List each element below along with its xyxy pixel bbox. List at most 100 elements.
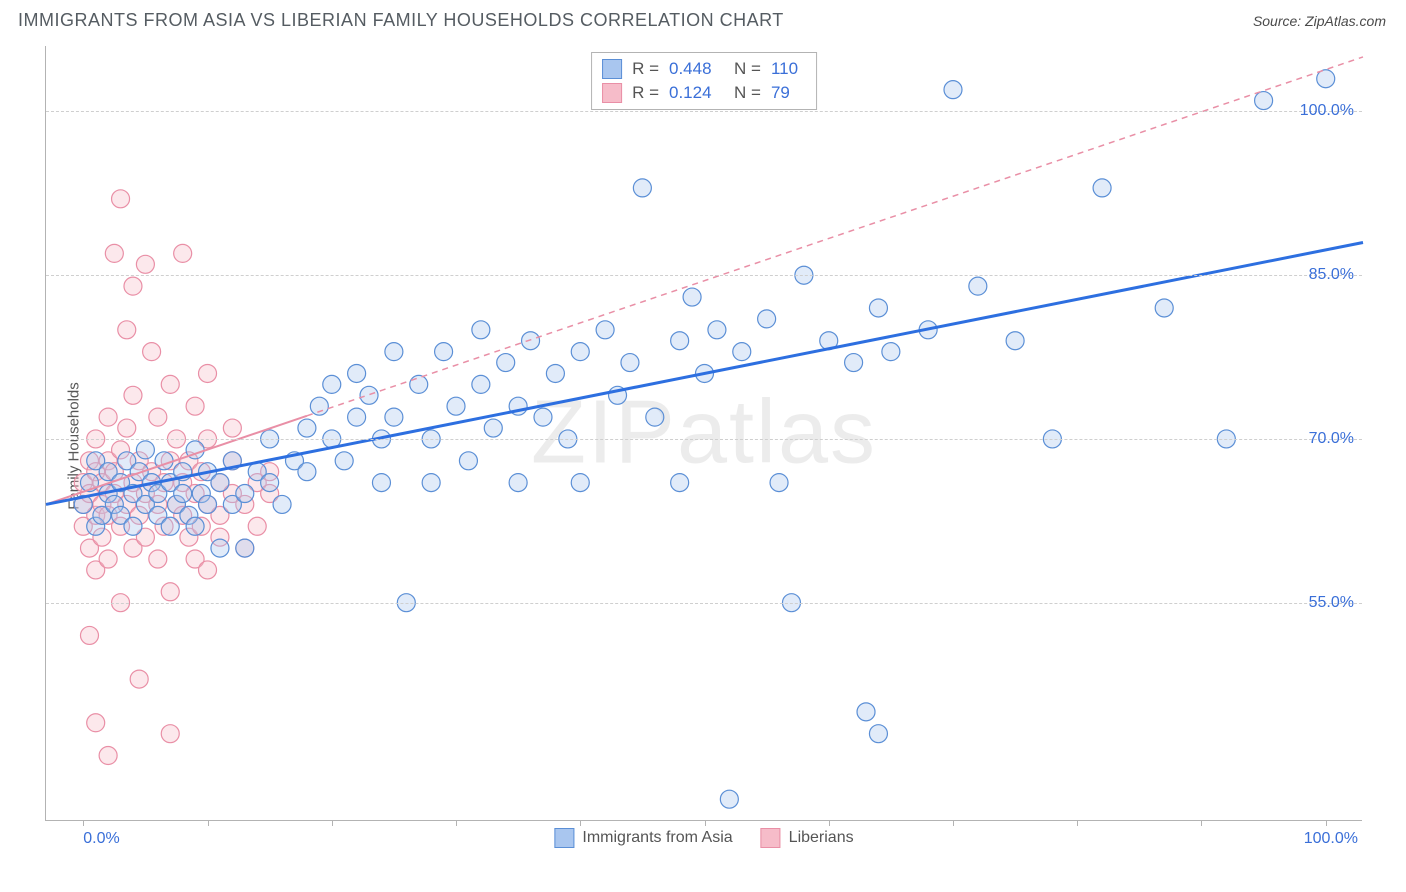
scatter-point-liberians [99,408,117,426]
scatter-point-asia [385,408,403,426]
scatter-point-asia [199,495,217,513]
scatter-point-asia [571,474,589,492]
scatter-point-asia [310,397,328,415]
x-tick [332,820,333,826]
scatter-point-asia [571,343,589,361]
scatter-point-asia [323,375,341,393]
scatter-point-asia [497,354,515,372]
legend-swatch [554,828,574,848]
scatter-point-liberians [248,517,266,535]
scatter-point-asia [136,441,154,459]
scatter-point-asia [708,321,726,339]
r-label: R = [632,81,659,105]
chart-plot-area: ZIPatlas R =0.448N =110R =0.124N =79 Imm… [45,46,1362,821]
scatter-point-liberians [99,747,117,765]
scatter-point-asia [522,332,540,350]
scatter-point-liberians [199,561,217,579]
scatter-point-liberians [161,375,179,393]
gridline [46,439,1362,440]
x-tick [456,820,457,826]
scatter-point-asia [1255,92,1273,110]
gridline [46,111,1362,112]
scatter-point-asia [720,790,738,808]
scatter-point-asia [633,179,651,197]
scatter-point-asia [273,495,291,513]
scatter-point-asia [484,419,502,437]
chart-title: IMMIGRANTS FROM ASIA VS LIBERIAN FAMILY … [18,10,784,31]
scatter-point-asia [335,452,353,470]
x-tick [1326,820,1327,826]
scatter-point-asia [211,474,229,492]
x-tick [580,820,581,826]
n-value: 110 [771,57,806,81]
scatter-point-asia [1006,332,1024,350]
scatter-point-asia [435,343,453,361]
scatter-point-asia [1155,299,1173,317]
legend-stat-row: R =0.448N =110 [602,57,806,81]
legend-swatch [602,59,622,79]
x-tick [1201,820,1202,826]
r-value: 0.448 [669,57,724,81]
scatter-point-liberians [161,583,179,601]
scatter-point-asia [944,81,962,99]
source-attribution: Source: ZipAtlas.com [1253,13,1386,29]
scatter-point-liberians [112,190,130,208]
series-legend-item: Immigrants from Asia [554,828,732,848]
scatter-point-liberians [174,244,192,262]
legend-stat-row: R =0.124N =79 [602,81,806,105]
scatter-point-asia [161,517,179,535]
x-tick-label: 0.0% [83,830,119,848]
scatter-point-liberians [130,670,148,688]
y-tick-label: 100.0% [1300,102,1354,120]
scatter-point-liberians [80,626,98,644]
scatter-point-asia [509,474,527,492]
x-tick [953,820,954,826]
n-value: 79 [771,81,806,105]
scatter-point-liberians [186,397,204,415]
scatter-point-liberians [136,255,154,273]
scatter-point-asia [124,517,142,535]
scatter-point-asia [211,539,229,557]
n-label: N = [734,81,761,105]
x-tick-label: 100.0% [1304,830,1358,848]
scatter-point-liberians [118,419,136,437]
scatter-point-asia [360,386,378,404]
series-legend-label: Immigrants from Asia [582,829,732,847]
trendline-asia [46,242,1363,504]
scatter-point-liberians [87,714,105,732]
x-tick [829,820,830,826]
scatter-point-asia [534,408,552,426]
scatter-point-liberians [199,364,217,382]
y-tick-label: 70.0% [1309,430,1354,448]
scatter-point-asia [857,703,875,721]
series-legend-item: Liberians [761,828,854,848]
scatter-svg [46,46,1363,821]
scatter-point-liberians [223,419,241,437]
scatter-point-asia [186,517,204,535]
scatter-point-asia [459,452,477,470]
scatter-point-liberians [99,550,117,568]
scatter-point-liberians [143,343,161,361]
x-tick [208,820,209,826]
scatter-point-asia [298,463,316,481]
y-tick-label: 85.0% [1309,266,1354,284]
gridline [46,603,1362,604]
correlation-legend: R =0.448N =110R =0.124N =79 [591,52,817,110]
scatter-point-liberians [124,386,142,404]
scatter-point-asia [770,474,788,492]
scatter-point-asia [671,474,689,492]
scatter-point-asia [869,299,887,317]
scatter-point-asia [447,397,465,415]
x-tick [83,820,84,826]
series-legend-label: Liberians [789,829,854,847]
scatter-point-asia [671,332,689,350]
scatter-point-asia [385,343,403,361]
scatter-point-asia [683,288,701,306]
scatter-point-asia [546,364,564,382]
scatter-point-asia [621,354,639,372]
scatter-point-asia [174,485,192,503]
gridline [46,275,1362,276]
r-label: R = [632,57,659,81]
legend-swatch [602,83,622,103]
scatter-point-liberians [118,321,136,339]
